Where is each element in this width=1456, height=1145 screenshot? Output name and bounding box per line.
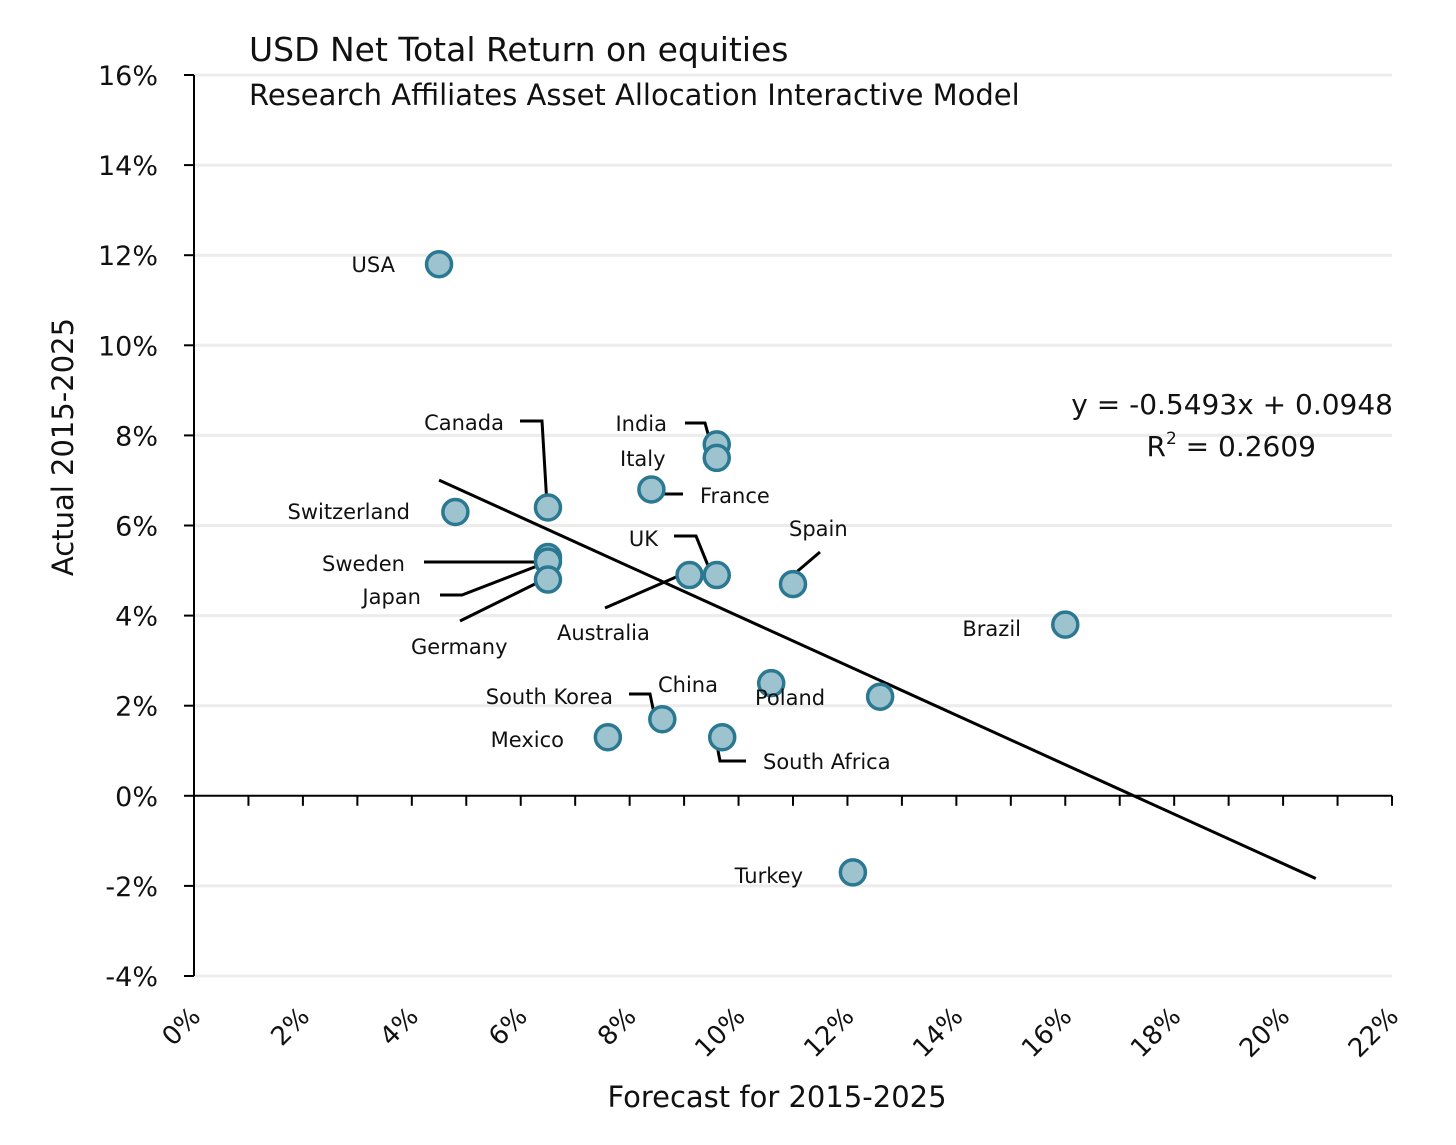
- label-turkey: Turkey: [734, 864, 803, 888]
- y-tick-label: 16%: [98, 61, 158, 92]
- point-south-korea: [648, 704, 677, 734]
- label-uk: UK: [629, 527, 659, 551]
- y-axis-label: Actual 2015-2025: [46, 318, 80, 576]
- x-tick-label: 10%: [689, 1002, 751, 1064]
- leader-germany: [459, 577, 546, 623]
- point-france: [637, 475, 666, 504]
- trendline: [438, 478, 1317, 880]
- label-france: France: [700, 484, 770, 508]
- x-tick-label: 0%: [157, 1002, 207, 1052]
- x-tick-label: 6%: [483, 1002, 533, 1052]
- x-axis-label: Forecast for 2015-2025: [607, 1080, 946, 1114]
- y-tick-label: 10%: [98, 331, 158, 362]
- y-tick-label: 14%: [98, 151, 158, 182]
- chart-title: USD Net Total Return on equities: [249, 30, 789, 69]
- point-switzerland: [441, 497, 470, 527]
- x-tick-label: 16%: [1016, 1002, 1078, 1064]
- label-switzerland: Switzerland: [288, 500, 411, 524]
- x-tick-label: 12%: [798, 1002, 860, 1064]
- point-usa: [424, 249, 454, 279]
- point-mexico: [593, 722, 623, 752]
- point-australia: [675, 560, 704, 590]
- r2-exponent: 2: [1166, 429, 1177, 449]
- trendline-layer: [438, 478, 1317, 880]
- label-leader-lines: [424, 419, 821, 763]
- x-tick-label: 8%: [592, 1002, 642, 1052]
- x-tick-label: 4%: [374, 1002, 424, 1052]
- x-tick-label: 2%: [265, 1002, 315, 1052]
- point-turkey: [838, 858, 868, 887]
- label-brazil: Brazil: [962, 617, 1021, 641]
- y-tick-label: -2%: [105, 872, 158, 903]
- point-poland: [865, 682, 895, 711]
- point-germany: [533, 565, 563, 594]
- point-south-africa: [707, 722, 737, 752]
- label-india: India: [615, 412, 667, 436]
- label-italy: Italy: [620, 447, 666, 471]
- trendline-equation: y = -0.5493x + 0.0948: [1071, 388, 1393, 421]
- leader-japan: [440, 561, 546, 597]
- label-germany: Germany: [411, 635, 508, 659]
- label-south-korea: South Korea: [486, 685, 613, 709]
- point-italy: [702, 443, 732, 473]
- point-canada: [533, 493, 563, 522]
- leader-uk: [674, 534, 713, 574]
- y-tick-label: 6%: [115, 512, 158, 543]
- x-tick-label: 20%: [1234, 1002, 1296, 1064]
- label-usa: USA: [352, 253, 396, 277]
- r2-prefix: R: [1146, 430, 1165, 463]
- chart-subtitle: Research Affiliates Asset Allocation Int…: [249, 78, 1020, 112]
- label-poland: Poland: [755, 686, 825, 710]
- point-china: [756, 668, 786, 698]
- trendline-r-squared: R2 = 0.2609: [1146, 429, 1316, 463]
- y-tick-label: 0%: [115, 782, 158, 813]
- y-tick-label: 12%: [98, 241, 158, 272]
- gridlines: [194, 73, 1392, 978]
- y-tick-label: 4%: [115, 602, 158, 633]
- axes: -4% -2% 0% 2% 4% 6% 8% 10% 12% 14% 16% 0% 2% 4% 6% 8% 10…: [98, 61, 1405, 1064]
- y-tick-label: 2%: [115, 692, 158, 723]
- leader-australia: [604, 572, 684, 610]
- point-uk: [702, 560, 732, 590]
- r2-value: = 0.2609: [1177, 430, 1316, 463]
- label-sweden: Sweden: [322, 552, 405, 576]
- y-tick-label: 8%: [115, 421, 158, 452]
- point-brazil: [1051, 610, 1080, 639]
- x-tick-label: 22%: [1343, 1002, 1405, 1064]
- label-south-africa: South Africa: [763, 750, 891, 774]
- point-spain: [778, 569, 808, 599]
- label-spain: Spain: [789, 517, 848, 541]
- label-china: China: [658, 673, 718, 697]
- label-australia: Australia: [557, 621, 650, 645]
- leader-canada: [520, 419, 549, 506]
- y-tick-label: -4%: [105, 962, 158, 993]
- label-japan: Japan: [360, 585, 421, 609]
- x-tick-label: 18%: [1125, 1002, 1187, 1064]
- x-tick-label: 14%: [907, 1002, 969, 1064]
- label-canada: Canada: [424, 411, 504, 435]
- point-labels: USA Switzerland Canada Sweden Japan Germany In…: [288, 253, 1022, 888]
- label-mexico: Mexico: [491, 728, 564, 752]
- data-points: [424, 249, 1080, 887]
